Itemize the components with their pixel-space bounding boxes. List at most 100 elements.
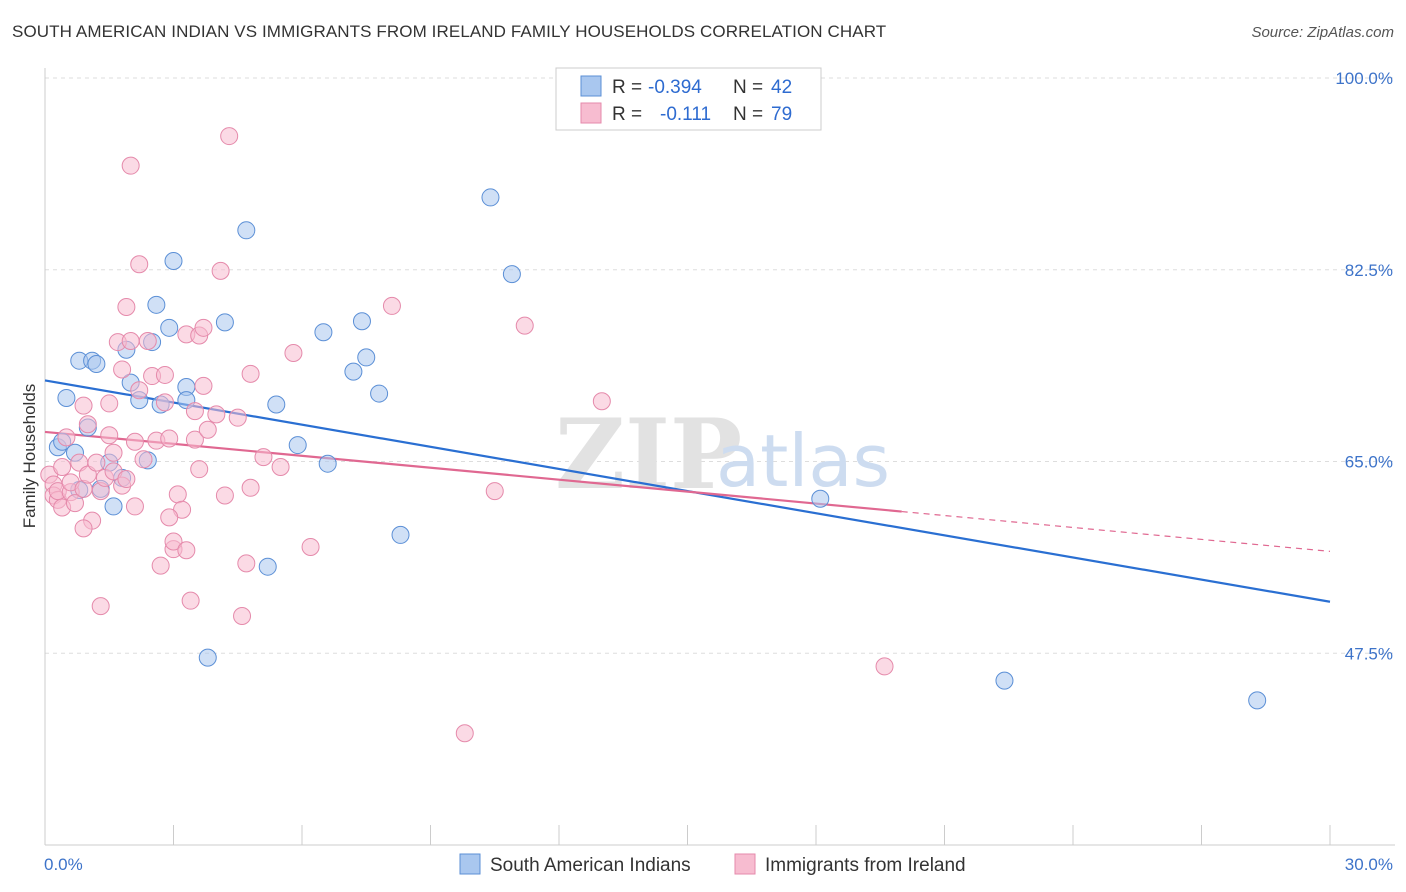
y-tick-label: 47.5% (1345, 644, 1393, 663)
pink-point (515, 316, 534, 335)
pink-point (198, 420, 217, 439)
blue-point (237, 221, 256, 240)
legend-pink-swatch (580, 102, 602, 124)
pink-point (100, 394, 119, 413)
pink-point (301, 537, 320, 556)
legend-pink-n-label: N = (733, 104, 763, 125)
blue-point (811, 489, 830, 508)
blue-point (267, 395, 286, 414)
pink-point (104, 443, 123, 462)
blue-point (481, 188, 500, 207)
blue-point (352, 312, 371, 331)
blue-point (995, 671, 1014, 690)
blue-point (344, 362, 363, 381)
legend-blue-swatch (580, 75, 602, 97)
pink-point (130, 381, 149, 400)
blue-point (1248, 691, 1267, 710)
pink-point (271, 457, 290, 476)
blue-point (502, 265, 521, 284)
pink-point (194, 318, 213, 337)
pink-point (207, 405, 226, 424)
pink-point (117, 470, 136, 489)
pink-trendline-extension (901, 510, 1331, 552)
pink-point (382, 296, 401, 315)
blue-point (57, 388, 76, 407)
blue-point (215, 313, 234, 332)
correlation-legend: R = -0.394 N = 42 R = -0.111 N = 79 (555, 67, 822, 131)
bottom-legend-blue-swatch (459, 853, 481, 875)
legend-blue-n-label: N = (733, 77, 763, 98)
pink-point (190, 460, 209, 479)
data-points (40, 127, 1267, 743)
pink-point (211, 261, 230, 280)
pink-point (91, 597, 110, 616)
pink-point (254, 448, 273, 467)
pink-point (130, 255, 149, 274)
tick-labels: 100.0% 82.5% 65.0% 47.5% 0.0% 30.0% (44, 69, 1393, 874)
pink-point (592, 392, 611, 411)
pink-point (284, 344, 303, 363)
watermark-zip: ZIP (555, 398, 742, 511)
pink-point (185, 430, 204, 449)
pink-trendline (44, 430, 902, 513)
blue-point (164, 251, 183, 270)
legend-blue-r-label: R = (612, 77, 642, 98)
pink-point (78, 415, 97, 434)
pink-point (151, 556, 170, 575)
trendlines (44, 379, 1331, 603)
blue-point (160, 318, 179, 337)
axes (44, 68, 1395, 846)
pink-point (160, 508, 179, 527)
pink-point (168, 485, 187, 504)
pink-point (237, 554, 256, 573)
pink-point (100, 426, 119, 445)
bottom-legend-pink-swatch (734, 853, 756, 875)
series-legend: South American Indians Immigrants from I… (459, 853, 966, 876)
pink-point (241, 478, 260, 497)
y-tick-label: 82.5% (1345, 261, 1393, 280)
watermark: ZIP atlas (555, 398, 890, 511)
source-label: Source: ZipAtlas.com (1251, 24, 1394, 41)
pink-point (215, 486, 234, 505)
blue-point (198, 648, 217, 667)
blue-point (288, 436, 307, 455)
blue-point (87, 354, 106, 373)
pink-point (74, 519, 93, 538)
x-tick-label: 30.0% (1345, 855, 1393, 874)
pink-point (121, 156, 140, 175)
legend-pink-r-value: -0.111 (660, 104, 711, 125)
blue-point (357, 348, 376, 367)
pink-point (117, 298, 136, 317)
pink-point (228, 408, 247, 427)
pink-point (875, 657, 894, 676)
y-tick-label: 65.0% (1345, 453, 1393, 472)
legend-blue-r-value: -0.394 (648, 77, 702, 98)
watermark-atlas: atlas (716, 419, 890, 503)
pink-point (220, 127, 239, 146)
blue-point (258, 557, 277, 576)
pink-point (125, 497, 144, 516)
blue-point (104, 497, 123, 516)
x-tick-label: 0.0% (44, 855, 83, 874)
blue-point (147, 295, 166, 314)
pink-point (485, 482, 504, 501)
pink-point (121, 331, 140, 350)
pink-point (87, 453, 106, 472)
pink-point (177, 541, 196, 560)
pink-point (455, 724, 474, 743)
y-axis-title: Family Households (20, 384, 39, 529)
pink-point (185, 402, 204, 421)
legend-pink-n-value: 79 (771, 104, 792, 125)
pink-point (241, 364, 260, 383)
pink-point (194, 376, 213, 395)
pink-point (155, 365, 174, 384)
pink-point (233, 606, 252, 625)
pink-point (160, 429, 179, 448)
y-tick-label: 100.0% (1335, 69, 1393, 88)
pink-point (181, 591, 200, 610)
blue-point (370, 384, 389, 403)
pink-point (74, 396, 93, 415)
pink-point (113, 360, 132, 379)
pink-point (134, 450, 153, 469)
